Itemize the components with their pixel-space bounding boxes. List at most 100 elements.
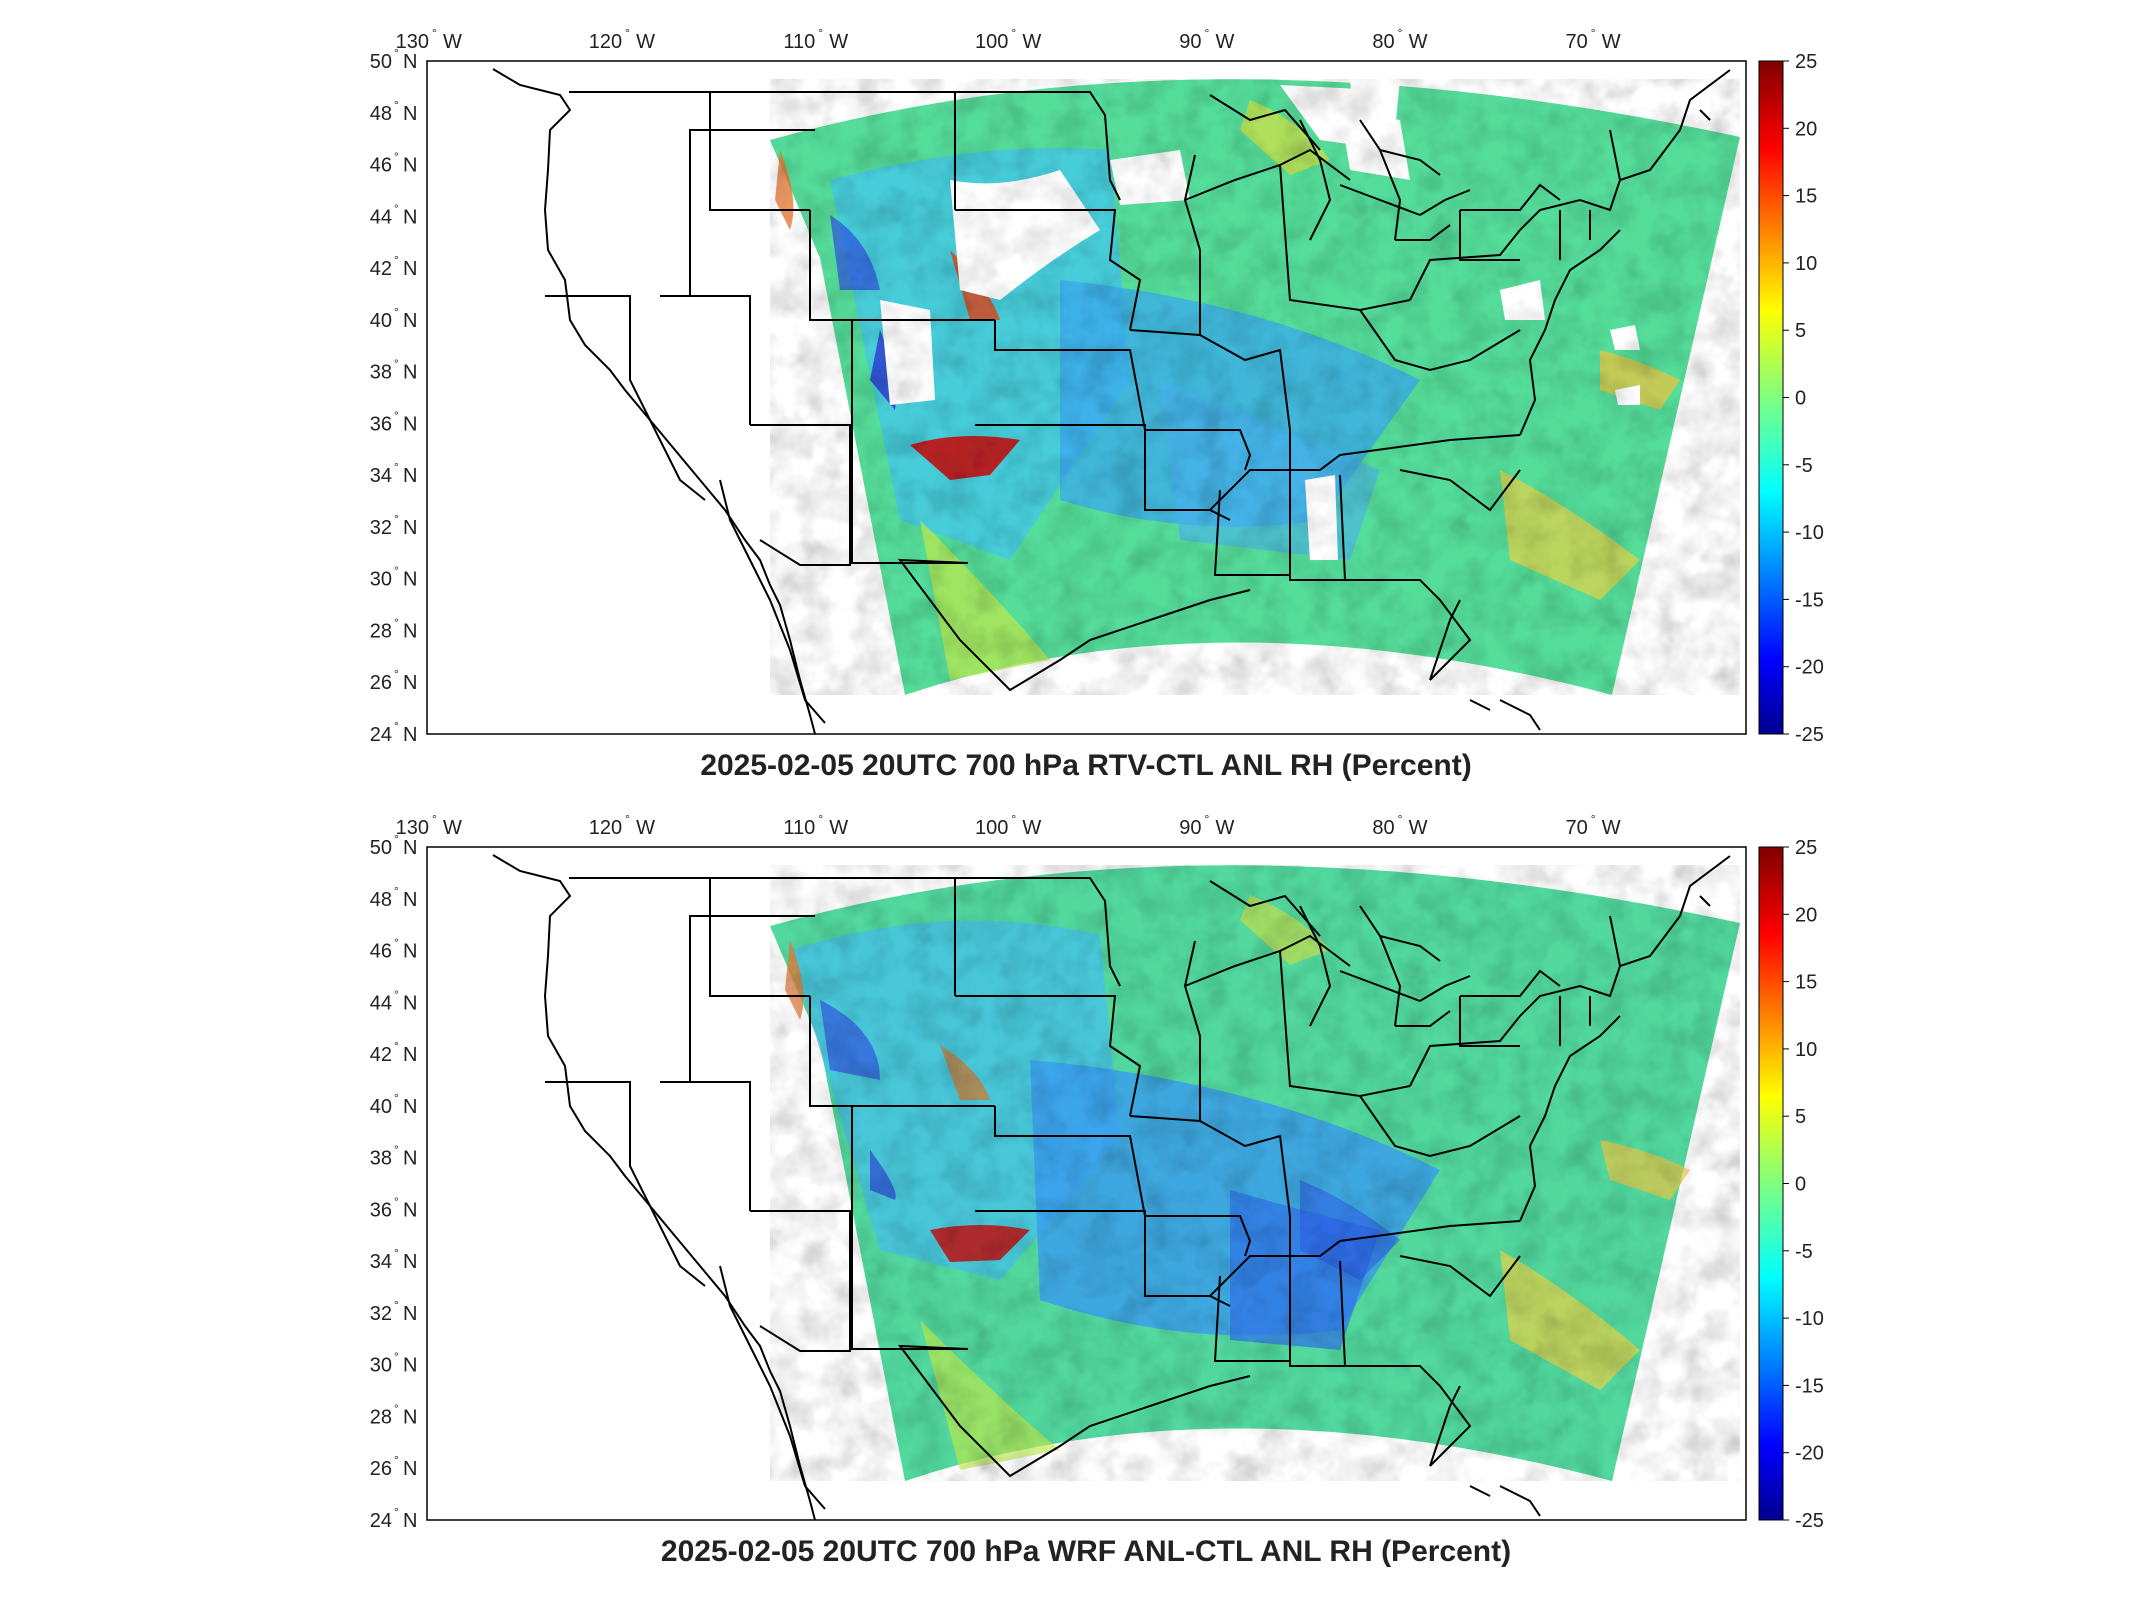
degree-symbol: ° bbox=[394, 1246, 399, 1260]
colorbar-ticks-bottom: 25 20 15 10 5 0 -5 -10 -15 -20 -25 bbox=[1783, 837, 1824, 1532]
lon-tick-dir: W bbox=[1602, 817, 1621, 839]
lat-tick-label: 28 bbox=[370, 1406, 392, 1428]
lon-tick-label: 70 bbox=[1566, 31, 1588, 53]
degree-symbol: ° bbox=[394, 615, 399, 629]
lon-axis-top: 130 ° W 120 ° W 110 ° W 100 ° W 90 ° W 80 ° W 70 ° W bbox=[396, 26, 1621, 53]
colorbar-tick-label: 15 bbox=[1795, 972, 1817, 994]
colorbar bbox=[1758, 60, 1784, 735]
degree-symbol: ° bbox=[394, 253, 399, 267]
lat-tick-label: 30 bbox=[370, 569, 392, 591]
lon-tick-label: 70 bbox=[1566, 817, 1588, 839]
lon-tick-dir: W bbox=[443, 31, 462, 53]
colorbar-tick-label: -15 bbox=[1795, 589, 1824, 611]
lat-tick-dir: N bbox=[403, 517, 417, 539]
lon-tick-dir: W bbox=[1022, 31, 1041, 53]
lat-tick-label: 26 bbox=[370, 1458, 392, 1480]
degree-symbol: ° bbox=[1591, 26, 1596, 40]
lat-tick-dir: N bbox=[403, 1406, 417, 1428]
degree-symbol: ° bbox=[394, 987, 399, 1001]
rh-difference-field bbox=[770, 79, 1740, 696]
degree-symbol: ° bbox=[625, 26, 630, 40]
lon-tick-label: 80 bbox=[1372, 817, 1394, 839]
degree-symbol: ° bbox=[394, 150, 399, 164]
lon-tick-label: 130 bbox=[396, 31, 429, 53]
lat-tick-dir: N bbox=[403, 1044, 417, 1066]
map-panel-bottom: 130 ° W 120 ° W 110 ° W 100 ° W 90 ° W 80 ° W 70 ° W 50 ° N48 °… bbox=[370, 812, 1824, 1568]
degree-symbol: ° bbox=[394, 305, 399, 319]
colorbar-tick-label: 25 bbox=[1795, 837, 1817, 859]
lat-tick-label: 46 bbox=[370, 941, 392, 963]
colorbar-tick-label: 5 bbox=[1795, 1106, 1806, 1128]
degree-symbol: ° bbox=[1011, 26, 1016, 40]
rh-difference-field bbox=[770, 865, 1740, 1481]
lat-tick-label: 40 bbox=[370, 1096, 392, 1118]
lat-tick-dir: N bbox=[403, 258, 417, 280]
degree-symbol: ° bbox=[394, 564, 399, 578]
missing-data-region bbox=[1615, 385, 1640, 405]
colorbar-tick-label: 0 bbox=[1795, 388, 1806, 410]
lat-tick-label: 50 bbox=[370, 837, 392, 859]
degree-symbol: ° bbox=[1205, 812, 1210, 826]
lat-tick-dir: N bbox=[403, 1199, 417, 1221]
lat-tick-label: 40 bbox=[370, 310, 392, 332]
lon-tick-label: 110 bbox=[783, 31, 815, 53]
lat-tick-label: 24 bbox=[370, 1510, 392, 1532]
lat-tick-dir: N bbox=[403, 206, 417, 228]
coastline-and-boundaries bbox=[492, 68, 1731, 735]
lat-tick-label: 32 bbox=[370, 517, 392, 539]
lat-axis-bottom: 50 ° N48 ° N46 ° N44 ° N42 ° N40 ° N38 ° N36 ° N34 ° N32 ° N… bbox=[370, 832, 418, 1532]
colorbar-tick-label: 10 bbox=[1795, 253, 1817, 275]
lat-tick-label: 28 bbox=[370, 620, 392, 642]
lon-tick-label: 100 bbox=[975, 817, 1008, 839]
lat-tick-label: 34 bbox=[370, 465, 392, 487]
lat-tick-label: 50 bbox=[370, 51, 392, 73]
lon-tick-label: 120 bbox=[589, 31, 622, 53]
lon-tick-dir: W bbox=[1216, 817, 1235, 839]
lon-tick-label: 130 bbox=[396, 817, 429, 839]
lat-tick-dir: N bbox=[403, 620, 417, 642]
degree-symbol: ° bbox=[394, 1505, 399, 1519]
lat-tick-label: 32 bbox=[370, 1303, 392, 1325]
colorbar-tick-label: 20 bbox=[1795, 904, 1817, 926]
panel-title-top: 2025-02-05 20UTC 700 hPa RTV-CTL ANL RH … bbox=[700, 749, 1471, 782]
lon-tick-dir: W bbox=[636, 31, 655, 53]
missing-data-region bbox=[1305, 475, 1338, 560]
lon-tick-label: 110 bbox=[783, 817, 815, 839]
lat-tick-label: 42 bbox=[370, 258, 392, 280]
missing-data-region bbox=[880, 300, 935, 405]
colorbar bbox=[1758, 846, 1784, 1521]
degree-symbol: ° bbox=[394, 1298, 399, 1312]
lon-tick-dir: W bbox=[1022, 817, 1041, 839]
degree-symbol: ° bbox=[394, 1401, 399, 1415]
missing-data-region bbox=[1350, 80, 1400, 130]
map-panel-top: 130 ° W 120 ° W 110 ° W 100 ° W 90 ° W 80 ° W 70 ° W 50 ° N48 °… bbox=[370, 26, 1824, 782]
degree-symbol: ° bbox=[394, 1143, 399, 1157]
colorbar-tick-label: -25 bbox=[1795, 1510, 1824, 1532]
colorbar-tick-label: -20 bbox=[1795, 657, 1824, 679]
lat-tick-label: 38 bbox=[370, 1148, 392, 1170]
degree-symbol: ° bbox=[1398, 26, 1403, 40]
lat-tick-dir: N bbox=[403, 1303, 417, 1325]
degree-symbol: ° bbox=[394, 512, 399, 526]
degree-symbol: ° bbox=[1398, 812, 1403, 826]
lon-axis-bottom: 130 ° W 120 ° W 110 ° W 100 ° W 90 ° W 80 ° W 70 ° W bbox=[396, 812, 1621, 839]
lat-tick-label: 36 bbox=[370, 1199, 392, 1221]
lon-tick-dir: W bbox=[829, 817, 848, 839]
colorbar-tick-label: 15 bbox=[1795, 186, 1817, 208]
lat-tick-dir: N bbox=[403, 992, 417, 1014]
colorbar-tick-label: -20 bbox=[1795, 1443, 1824, 1465]
colorbar-tick-label: -10 bbox=[1795, 522, 1824, 544]
lat-tick-dir: N bbox=[403, 465, 417, 487]
degree-symbol: ° bbox=[818, 812, 823, 826]
degree-symbol: ° bbox=[394, 936, 399, 950]
lat-tick-dir: N bbox=[403, 1458, 417, 1480]
lat-tick-label: 42 bbox=[370, 1044, 392, 1066]
lat-tick-dir: N bbox=[403, 1510, 417, 1532]
lat-tick-dir: N bbox=[403, 724, 417, 746]
panel-title-bottom: 2025-02-05 20UTC 700 hPa WRF ANL-CTL ANL… bbox=[661, 1535, 1511, 1568]
degree-symbol: ° bbox=[394, 884, 399, 898]
lat-tick-dir: N bbox=[403, 837, 417, 859]
missing-data-region bbox=[1610, 325, 1640, 350]
colorbar-tick-label: -5 bbox=[1795, 455, 1813, 477]
lat-tick-label: 36 bbox=[370, 413, 392, 435]
